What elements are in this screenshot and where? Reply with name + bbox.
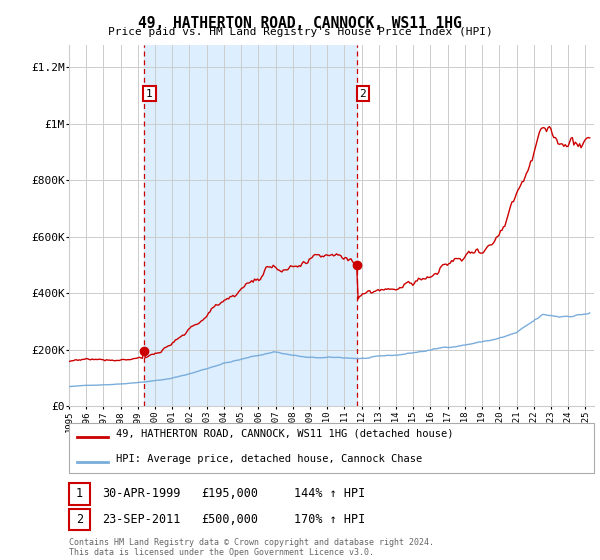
- Text: 170% ↑ HPI: 170% ↑ HPI: [294, 513, 365, 526]
- FancyBboxPatch shape: [69, 423, 594, 473]
- Text: 30-APR-1999: 30-APR-1999: [102, 487, 181, 501]
- Text: 144% ↑ HPI: 144% ↑ HPI: [294, 487, 365, 501]
- Text: 49, HATHERTON ROAD, CANNOCK, WS11 1HG (detached house): 49, HATHERTON ROAD, CANNOCK, WS11 1HG (d…: [116, 429, 454, 439]
- Text: 1: 1: [76, 487, 83, 501]
- Text: 49, HATHERTON ROAD, CANNOCK, WS11 1HG: 49, HATHERTON ROAD, CANNOCK, WS11 1HG: [138, 16, 462, 31]
- Text: 23-SEP-2011: 23-SEP-2011: [102, 513, 181, 526]
- Text: HPI: Average price, detached house, Cannock Chase: HPI: Average price, detached house, Cann…: [116, 454, 422, 464]
- Text: £195,000: £195,000: [201, 487, 258, 501]
- Text: 2: 2: [76, 513, 83, 526]
- Text: 2: 2: [359, 88, 367, 99]
- Bar: [143, 45, 357, 406]
- Text: £500,000: £500,000: [201, 513, 258, 526]
- Text: Price paid vs. HM Land Registry's House Price Index (HPI): Price paid vs. HM Land Registry's House …: [107, 27, 493, 37]
- Text: Contains HM Land Registry data © Crown copyright and database right 2024.
This d: Contains HM Land Registry data © Crown c…: [69, 538, 434, 557]
- Text: 1: 1: [146, 88, 153, 99]
